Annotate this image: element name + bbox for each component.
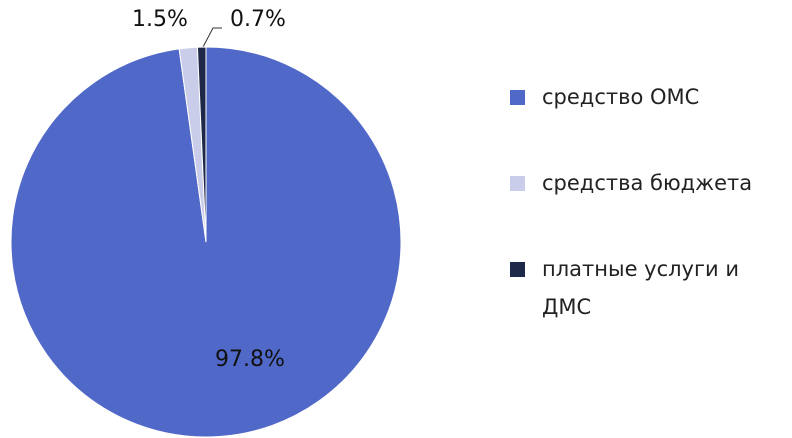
- data-label: 97.8%: [215, 347, 285, 372]
- legend-label: средства бюджета: [542, 171, 753, 195]
- legend-label: платные услуги и ДМС: [542, 257, 739, 319]
- legend-swatch: [510, 262, 525, 277]
- pie-slice: [196, 46, 207, 243]
- legend-swatch: [510, 176, 525, 191]
- leader-line: [202, 27, 222, 48]
- data-label: 0.7%: [230, 7, 286, 32]
- pie-area: 97.8% 1.5% 0.7%: [10, 7, 402, 438]
- data-label: 1.5%: [132, 7, 188, 32]
- legend-label: средство ОМС: [542, 85, 700, 109]
- legend-swatch: [510, 90, 525, 105]
